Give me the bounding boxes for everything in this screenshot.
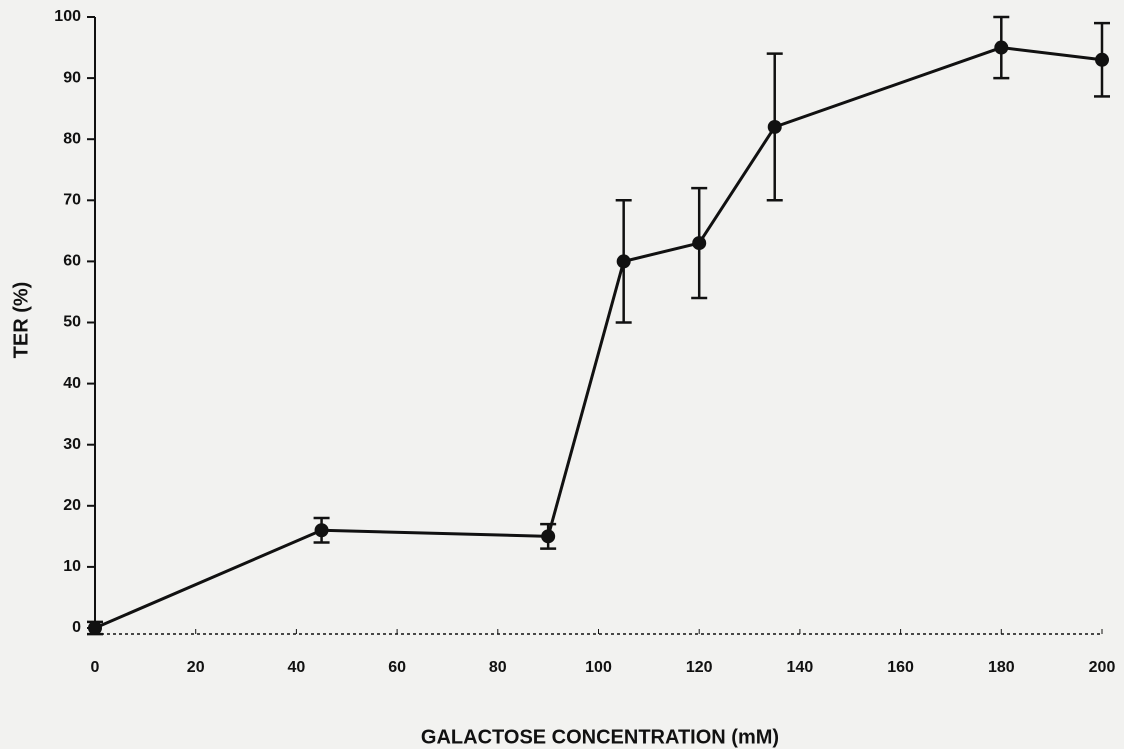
point — [88, 621, 102, 635]
x-tick-label: 160 — [887, 659, 914, 676]
y-tick-label: 100 — [54, 8, 81, 25]
x-axis-title: GALACTOSE CONCENTRATION (mM) — [421, 726, 779, 748]
y-tick-label: 60 — [63, 253, 81, 270]
point — [767, 119, 782, 134]
x-tick-label: 0 — [91, 659, 100, 676]
x-tick-label: 60 — [388, 659, 406, 676]
line — [94, 46, 1103, 630]
x-tick-label: 180 — [988, 659, 1015, 676]
x-tick-label: 100 — [585, 659, 612, 676]
x-tick-label: 140 — [787, 659, 814, 676]
y-tick-label: 80 — [63, 130, 81, 147]
x-tick-label: 80 — [489, 659, 507, 676]
point — [1095, 52, 1109, 67]
y-tick-label: 0 — [72, 619, 81, 636]
point — [692, 236, 707, 251]
x-tick-label: 20 — [187, 659, 205, 676]
x-tick-label: 120 — [686, 659, 713, 676]
y-axis-title: TER (%) — [10, 282, 32, 359]
point — [616, 254, 631, 269]
y-tick-label: 40 — [63, 375, 81, 392]
point — [541, 529, 556, 544]
y-tick-label: 50 — [63, 314, 81, 331]
point — [314, 523, 329, 538]
y-tick-label: 90 — [63, 69, 81, 86]
y-tick-label: 10 — [63, 558, 81, 575]
x-tick-label: 200 — [1089, 659, 1116, 676]
x-tick-label: 40 — [288, 659, 306, 676]
y-tick-label: 30 — [63, 436, 81, 453]
y-tick-label: 70 — [63, 192, 81, 209]
point — [994, 40, 1009, 55]
y-tick-label: 20 — [63, 497, 81, 514]
